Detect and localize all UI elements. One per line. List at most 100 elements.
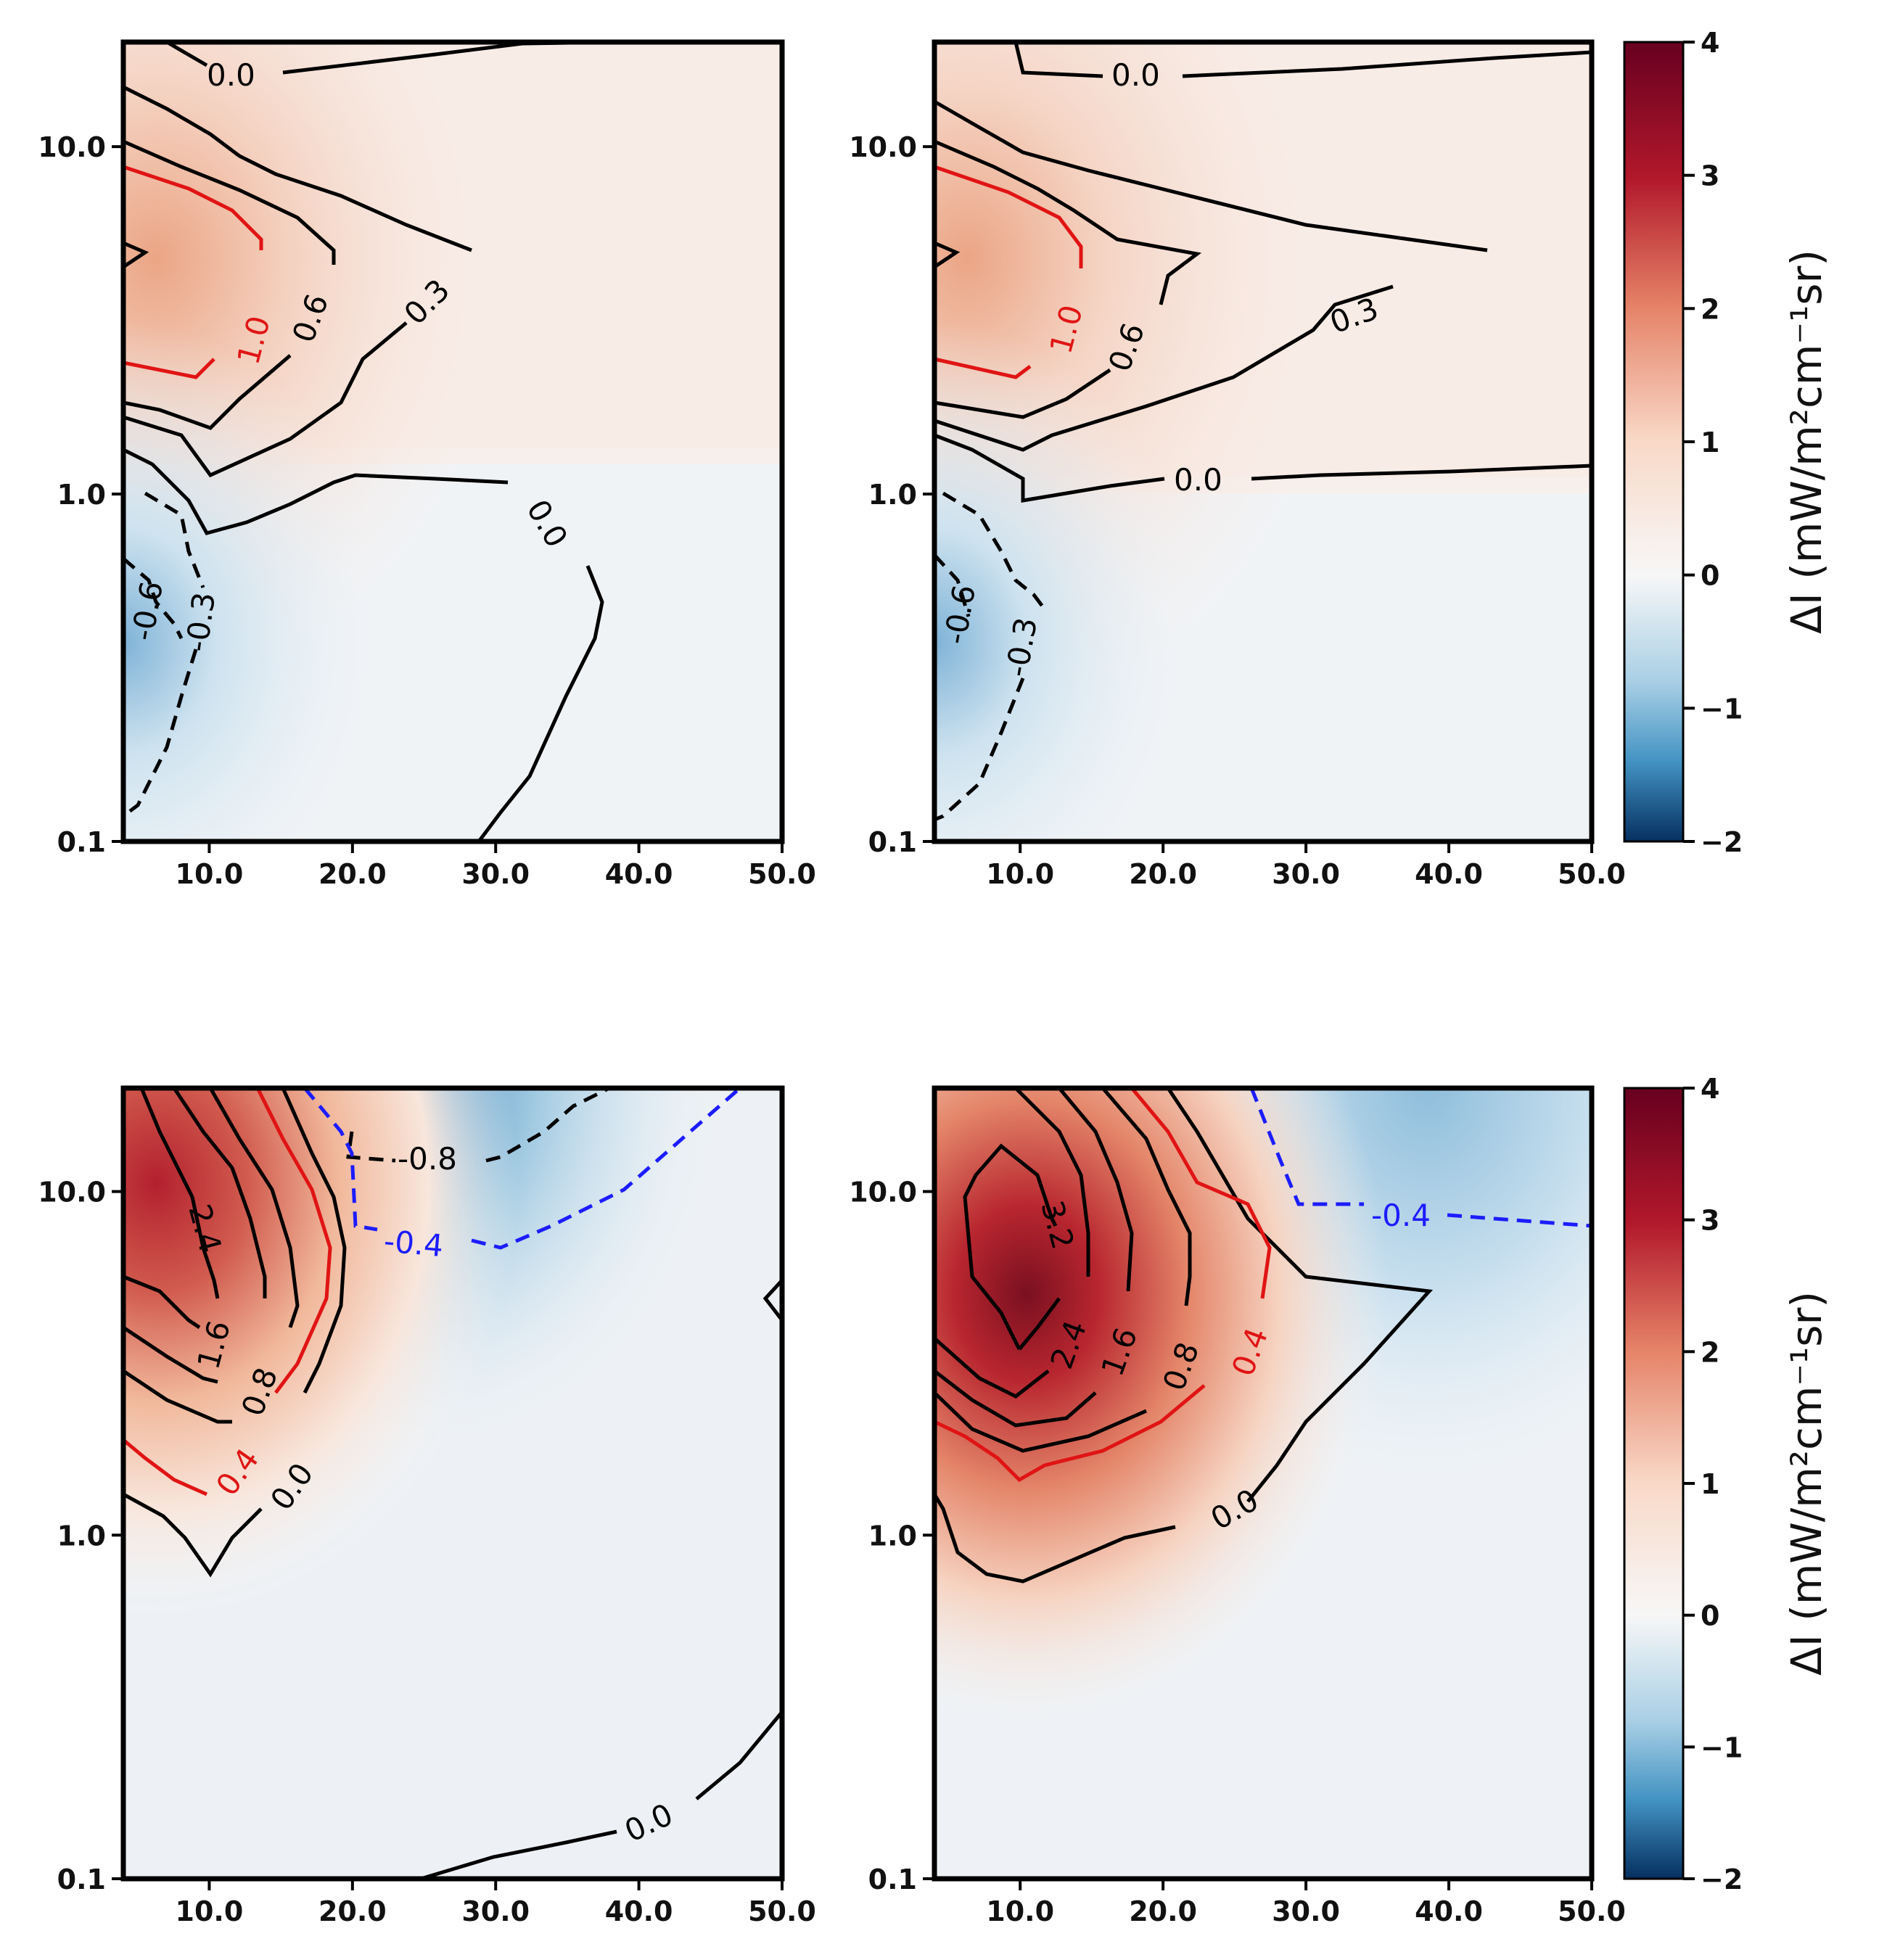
x-tick-label: 40.0 — [1415, 1895, 1483, 1927]
contour-0.3-lower — [934, 284, 1394, 452]
contour-0.0-top-b — [1182, 50, 1592, 78]
y-tick-label: 1.0 — [868, 1520, 917, 1552]
contour-negative — [933, 491, 1046, 822]
contour-neg-0.6 — [933, 553, 971, 617]
x-tick-label: 20.0 — [1129, 1895, 1197, 1927]
contour-1.0-lower — [934, 357, 1032, 379]
contour-2.4-upper — [1014, 1087, 1090, 1277]
y-tick-label: 0.1 — [57, 826, 106, 858]
x-tick-label: 50.0 — [1558, 858, 1626, 890]
panel-bottom-left: 2.4 1.6 0.8 0.4 0.0 -0.8 -0.4 0.0 — [120, 1085, 785, 1882]
x-tick-label: 10.0 — [176, 1895, 244, 1927]
panel-bottom-right: 3.2 2.4 1.6 0.8 0.4 0.0 -0.4 — [932, 1085, 1595, 1882]
contour-0.0-bottom-b — [695, 1710, 784, 1800]
y-tick-label: 0.1 — [868, 1864, 917, 1895]
contour-2.4-lower — [933, 1337, 1050, 1399]
y-tick-label: 1.0 — [57, 479, 106, 511]
contour-small-loop — [933, 241, 961, 269]
contour-neg-0.3-lower — [934, 678, 1025, 822]
contour-neg-0.3-upper — [942, 491, 1046, 611]
colorbar-tick-label: 4 — [1701, 27, 1719, 59]
contour-label: -0.3 — [178, 590, 222, 654]
plot-frame — [120, 39, 785, 844]
colorbar-tick-label: 2 — [1701, 1336, 1719, 1368]
colorbar-tick-label: 3 — [1701, 1205, 1719, 1237]
y-tick-label: 10.0 — [849, 131, 917, 163]
x-tick-label: 10.0 — [986, 858, 1054, 890]
contour-0.0-upper — [281, 1087, 347, 1394]
y-tick-label: 0.1 — [57, 1864, 106, 1895]
contour-0.0-lower — [122, 1492, 263, 1578]
contour-neg-0.4-b — [1447, 1213, 1592, 1228]
colorbar-gradient — [1623, 41, 1685, 843]
contour-0.0-top-a — [165, 40, 208, 67]
contour-0.0-right — [477, 565, 604, 843]
contour-neg-0.3-upper — [144, 491, 205, 588]
colorbar-tick-label: −1 — [1701, 693, 1743, 725]
contour-0.8-upper — [208, 1087, 300, 1328]
contour-0.0-top-a — [1014, 41, 1103, 78]
y-tick-label: 1.0 — [868, 479, 917, 511]
colorbar-label: ΔI (mW/m²cm⁻¹sr) — [1782, 1291, 1831, 1676]
contour-1.6-lower — [933, 1370, 1097, 1428]
heat-negative — [934, 42, 1592, 841]
contour-3.2-upper — [963, 1143, 1058, 1351]
x-tick-label: 10.0 — [176, 858, 244, 890]
contour-2.4-lower — [123, 1275, 201, 1330]
x-tick-label: 30.0 — [1272, 1895, 1340, 1927]
heat-negative — [123, 42, 782, 841]
x-tick-label: 20.0 — [318, 1895, 387, 1927]
x-tick-label: 50.0 — [1558, 1895, 1626, 1927]
plot-frame — [932, 1085, 1595, 1882]
contour-0.0-middle-a — [934, 433, 1165, 503]
contour-0.4-upper — [255, 1087, 332, 1394]
contour-neg-0.4-a — [303, 1087, 378, 1232]
colorbar-tick-label: −2 — [1701, 826, 1743, 858]
colorbar-tick-label: 0 — [1701, 560, 1719, 592]
contour-0.6-upper — [934, 139, 1202, 305]
colorbar-tick-label: −2 — [1701, 1864, 1743, 1895]
y-tick-label: 10.0 — [38, 1177, 106, 1208]
contour-0.6-lower — [934, 368, 1111, 419]
contour-0.3-lower — [123, 321, 408, 478]
x-tick-label: 10.0 — [986, 1895, 1054, 1927]
contour-0.4-upper — [1130, 1087, 1272, 1299]
colorbar-tick-label: −1 — [1701, 1732, 1743, 1763]
x-tick-label: 40.0 — [605, 1895, 673, 1927]
contour-lines — [932, 1087, 1434, 1584]
x-tick-label: 40.0 — [605, 858, 673, 890]
contour-lines — [933, 41, 1592, 503]
y-tick-label: 10.0 — [38, 131, 106, 163]
contour-0.8-upper — [1101, 1087, 1192, 1306]
contour-neg-0.4-b — [471, 1087, 741, 1250]
contour-3.2-lower — [1018, 1297, 1061, 1351]
contour-0.8-lower — [933, 1391, 1148, 1453]
y-tick-label: 1.0 — [57, 1520, 106, 1552]
tick-layer: 10.0 20.0 30.0 40.0 50.00.11.010.010.0 20.0 30… — [38, 27, 1743, 1927]
panel-top-right: 0.0 1.0 0.6 0.3 0.0 -0.6 -0.3 — [932, 39, 1595, 844]
contour-label: 0.0 — [1111, 57, 1160, 93]
contour-1.0-upper — [934, 165, 1083, 268]
contour-1.0-lower — [123, 358, 215, 379]
heat-positive — [123, 1088, 782, 1879]
x-tick-label: 50.0 — [748, 1895, 816, 1927]
contour-label: 0.0 — [1174, 462, 1222, 498]
colorbar-tick-label: 0 — [1701, 1600, 1719, 1632]
x-tick-label: 40.0 — [1415, 858, 1483, 890]
x-tick-label: 30.0 — [461, 1895, 530, 1927]
colorbar-tick-label: 3 — [1701, 160, 1719, 192]
contour-0.6-lower — [123, 354, 292, 430]
contour-0.6-upper — [122, 139, 336, 265]
contour-small-loop — [122, 241, 149, 269]
contour-0.4-lower — [933, 1384, 1206, 1483]
contour-label: -0.4 — [1371, 1198, 1431, 1233]
contour-2.4-upper — [139, 1087, 220, 1299]
contour-neg-0.6 — [122, 557, 184, 640]
contour-negative — [122, 491, 205, 818]
y-tick-label: 0.1 — [868, 826, 917, 858]
x-tick-label: 30.0 — [461, 858, 530, 890]
plot-frame — [932, 39, 1595, 844]
x-tick-label: 30.0 — [1272, 858, 1340, 890]
contour-label: -0.8 — [398, 1141, 457, 1177]
plot-frame — [120, 1085, 785, 1882]
